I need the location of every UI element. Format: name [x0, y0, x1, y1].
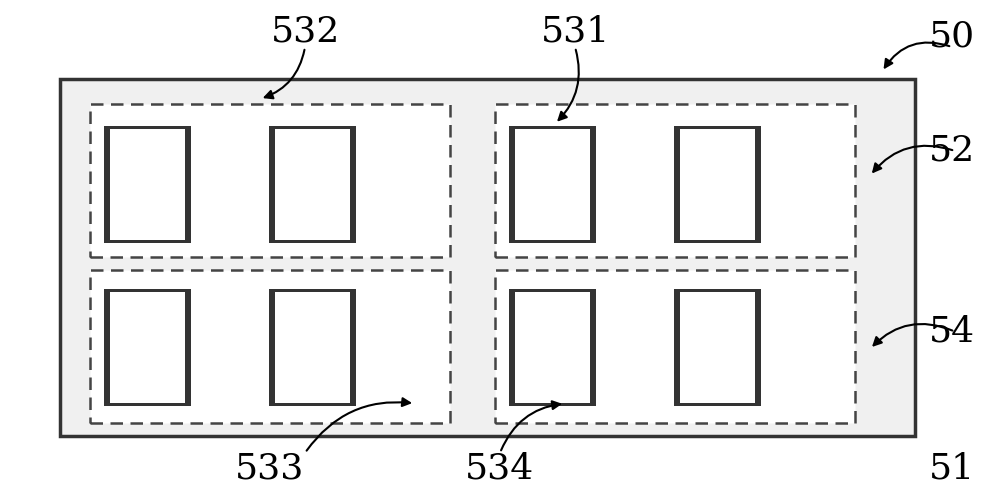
Bar [680, 292, 755, 403]
FancyArrowPatch shape [874, 324, 952, 346]
Bar [515, 292, 590, 403]
Bar [90, 270, 450, 423]
Bar [509, 126, 596, 243]
Bar [60, 79, 915, 436]
Bar [275, 292, 350, 403]
Text: 51: 51 [929, 451, 975, 485]
Text: 54: 54 [929, 315, 975, 348]
Bar [269, 289, 356, 406]
Bar [515, 129, 590, 240]
Bar [674, 126, 761, 243]
FancyArrowPatch shape [559, 50, 579, 120]
Bar [104, 289, 191, 406]
Bar [275, 129, 350, 240]
Bar [90, 104, 450, 257]
Bar [495, 270, 855, 423]
Bar [110, 292, 185, 403]
Bar [674, 289, 761, 406]
FancyArrowPatch shape [307, 398, 410, 450]
Text: 532: 532 [270, 15, 340, 49]
FancyArrowPatch shape [265, 50, 304, 99]
Text: 534: 534 [465, 451, 535, 485]
Bar [104, 126, 191, 243]
Bar [110, 129, 185, 240]
Bar [495, 104, 855, 257]
FancyArrowPatch shape [501, 401, 560, 450]
Text: 533: 533 [235, 451, 305, 485]
Text: 531: 531 [540, 15, 610, 49]
FancyArrowPatch shape [885, 43, 949, 67]
FancyArrowPatch shape [873, 146, 952, 172]
Text: 52: 52 [929, 134, 975, 168]
Text: 50: 50 [929, 20, 975, 54]
Bar [269, 126, 356, 243]
Bar [509, 289, 596, 406]
Bar [680, 129, 755, 240]
